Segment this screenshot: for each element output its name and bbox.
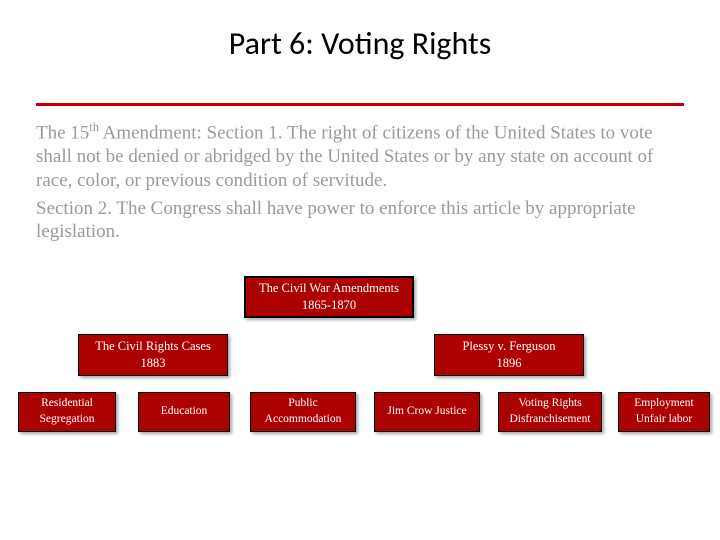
node-line1: Public (288, 396, 317, 412)
node-line1: Voting Rights (518, 396, 581, 412)
node-line1: Residential (41, 396, 93, 412)
node-line1: Education (161, 404, 208, 420)
node-line1: The Civil Rights Cases (95, 338, 211, 355)
node-leaf-5: EmploymentUnfair labor (618, 392, 710, 432)
node-line2: 1883 (141, 355, 166, 372)
para1-prefix: The 15 (36, 122, 89, 143)
node-line2: Unfair labor (636, 412, 693, 428)
node-line2: 1896 (497, 355, 522, 372)
node-line2: Disfranchisement (509, 412, 590, 428)
node-line1: Employment (634, 396, 693, 412)
title-rule (36, 103, 684, 106)
node-leaf-1: Education (138, 392, 230, 432)
node-mid-1: Plessy v. Ferguson1896 (434, 334, 584, 376)
para1-rest: Amendment: Section 1. The right of citiz… (36, 122, 653, 191)
node-line1: Jim Crow Justice (387, 404, 466, 420)
para1-sup: th (89, 120, 99, 134)
node-mid-0: The Civil Rights Cases1883 (78, 334, 228, 376)
page-title: Part 6: Voting Rights (0, 0, 720, 83)
node-line2: Accommodation (265, 412, 342, 428)
node-line1: Plessy v. Ferguson (462, 338, 555, 355)
node-leaf-3: Jim Crow Justice (374, 392, 480, 432)
node-line2: Segregation (40, 412, 95, 428)
node-line1: The Civil War Amendments (259, 280, 399, 297)
amendment-section-2: Section 2. The Congress shall have power… (36, 197, 684, 245)
node-civil-war-amendments: The Civil War Amendments 1865-1870 (244, 276, 414, 318)
node-leaf-4: Voting RightsDisfranchisement (498, 392, 602, 432)
tree-diagram: The Civil War Amendments 1865-1870 The C… (0, 276, 720, 476)
node-leaf-2: PublicAccommodation (250, 392, 356, 432)
node-leaf-0: ResidentialSegregation (18, 392, 116, 432)
node-line2: 1865-1870 (302, 297, 356, 314)
amendment-section-1: The 15th Amendment: Section 1. The right… (36, 120, 684, 193)
